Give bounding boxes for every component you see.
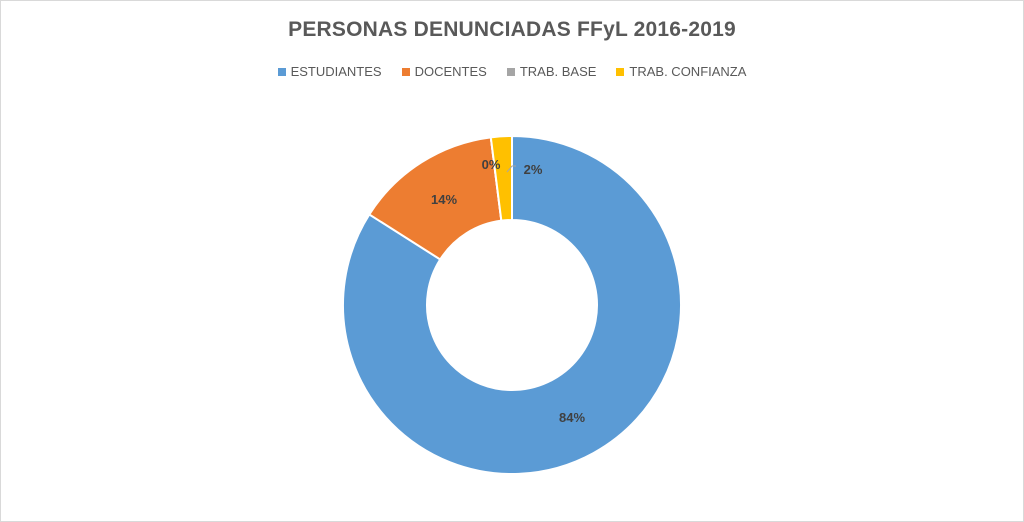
legend-swatch-estudiantes: [277, 67, 286, 76]
doughnut-slices: [342, 134, 682, 475]
legend-item-estudiantes: ESTUDIANTES: [277, 64, 382, 79]
legend-label-trab-confianza: TRAB. CONFIANZA: [629, 64, 747, 79]
legend-swatch-trab-base: [506, 67, 515, 76]
data-label-trab-confianza: 2%: [524, 162, 543, 177]
legend-item-trab-confianza: TRAB. CONFIANZA: [616, 64, 746, 79]
legend-swatch-trab-confianza: [616, 67, 625, 76]
legend-label-docentes: DOCENTES: [414, 64, 487, 79]
legend-label-trab-base: TRAB. BASE: [519, 64, 597, 79]
leader-line-trab-base: [506, 165, 516, 173]
legend-item-trab-base: TRAB. BASE: [506, 64, 597, 79]
legend-item-docentes: DOCENTES: [401, 64, 487, 79]
legend-swatch-docentes: [401, 67, 410, 76]
data-label-estudiantes: 84%: [559, 410, 585, 425]
chart-legend: ESTUDIANTES DOCENTES TRAB. BASE TRAB. CO…: [0, 64, 1024, 79]
slice-estudiantes: [342, 134, 682, 475]
slice-trab-confianza: [489, 134, 513, 222]
data-label-trab-base: 0%: [482, 157, 501, 172]
data-label-docentes: 14%: [431, 192, 457, 207]
legend-label-estudiantes: ESTUDIANTES: [290, 64, 382, 79]
chart-title: PERSONAS DENUNCIADAS FFyL 2016-2019: [288, 18, 736, 41]
